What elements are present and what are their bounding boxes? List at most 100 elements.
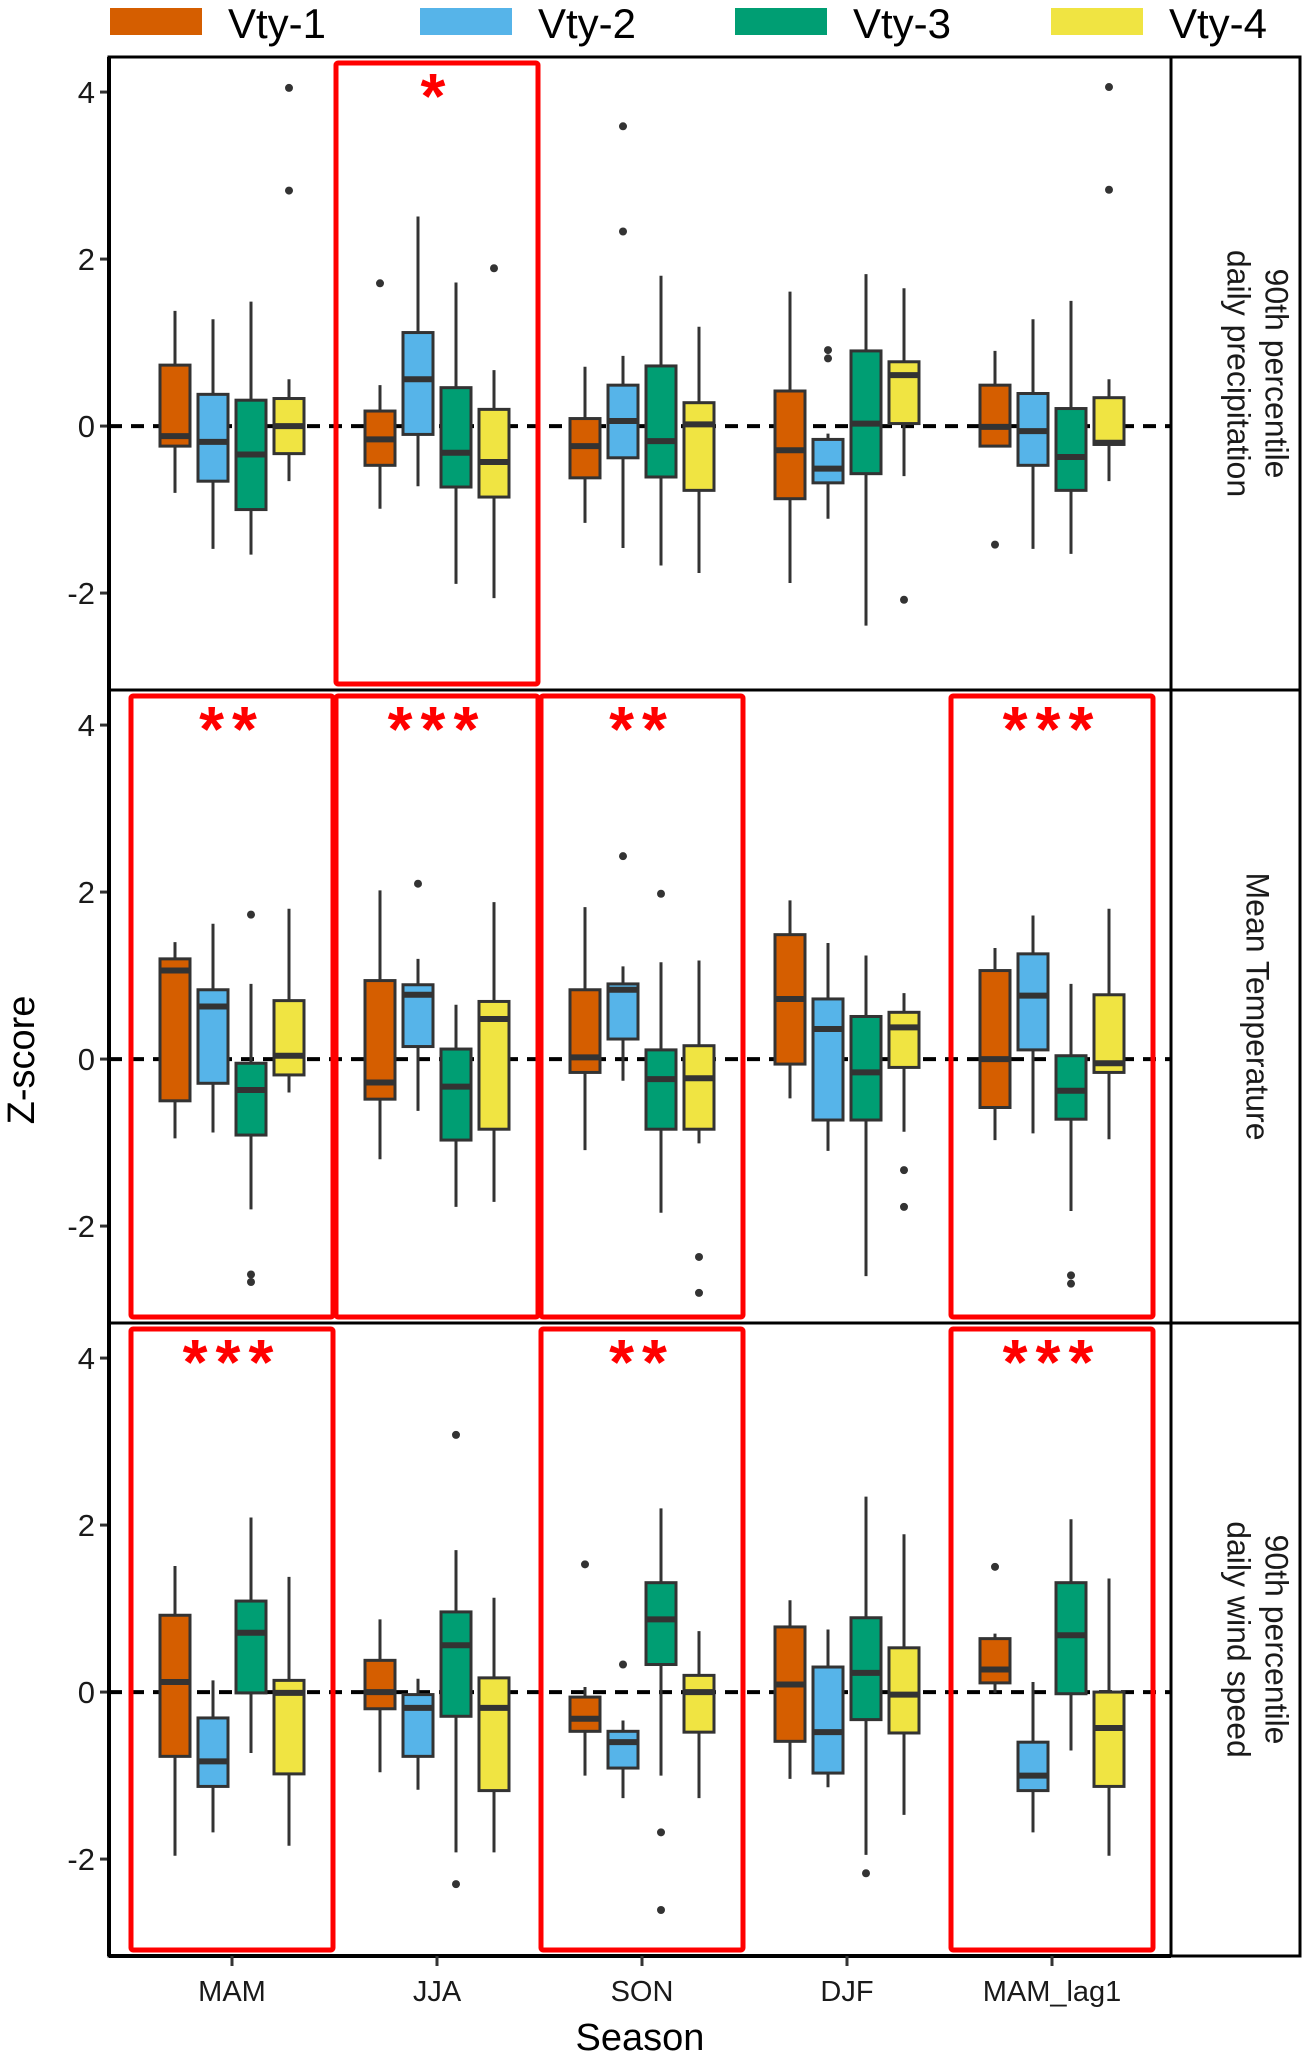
outlier-point (376, 279, 384, 288)
boxplot (158, 942, 192, 1139)
season-group (978, 83, 1126, 554)
boxplot (363, 279, 397, 509)
outlier-point (619, 1660, 627, 1669)
panel-background (109, 57, 1171, 690)
legend-label: Vty-1 (228, 0, 326, 47)
boxplot (849, 955, 883, 1277)
y-tick-label: 2 (78, 875, 95, 910)
outlier-point (490, 264, 498, 273)
box (811, 997, 845, 1122)
box (978, 383, 1012, 448)
box (272, 1678, 306, 1776)
boxplot (849, 274, 883, 626)
boxplot (234, 1517, 268, 1754)
season-group: *** (948, 1326, 1156, 1953)
box (644, 1048, 678, 1131)
legend-label: Vty-3 (853, 0, 951, 47)
boxplot (773, 900, 807, 1099)
boxplot (1092, 908, 1126, 1140)
y-tick-label: 4 (78, 708, 95, 743)
box (644, 364, 678, 479)
boxplot (1054, 983, 1088, 1288)
boxplot (401, 216, 435, 487)
y-tick-label: 2 (78, 242, 95, 277)
facet-strip (1169, 688, 1302, 1325)
season-group (158, 83, 306, 555)
box (682, 1673, 716, 1734)
season-group: ** (128, 693, 336, 1320)
box (477, 999, 511, 1131)
facet-strip-label: 90th percentile (1259, 1535, 1295, 1745)
panels: * -2 0 2 4 90th percentile daily precipitation… (67, 55, 1302, 1958)
significance-highlight-box (128, 693, 336, 1320)
outlier-point (285, 83, 293, 92)
significance-label: *** (183, 1326, 282, 1398)
box (1016, 1740, 1050, 1793)
box (606, 982, 640, 1041)
outlier-point (452, 1430, 460, 1439)
box (568, 1695, 602, 1733)
outlier-point (452, 1880, 460, 1889)
facet-strip-label: daily precipitation (1221, 250, 1257, 497)
y-tick-label: 0 (78, 1042, 95, 1077)
box (196, 392, 230, 483)
boxplot (682, 1631, 716, 1799)
boxplot (568, 907, 602, 1151)
outlier-point (619, 227, 627, 236)
outlier-point (900, 595, 908, 604)
boxplot (849, 1496, 883, 1878)
boxplot (158, 1565, 192, 1856)
outlier-point (581, 1560, 589, 1569)
box (439, 1047, 473, 1142)
box (606, 1729, 640, 1770)
outlier-point (247, 1278, 255, 1287)
boxplot (606, 1660, 640, 1799)
boxplot (196, 1680, 230, 1833)
boxplot (401, 1678, 435, 1790)
box (811, 437, 845, 485)
legend-swatch (735, 8, 827, 35)
season-group (568, 122, 716, 574)
outlier-point (991, 540, 999, 549)
outlier-point (657, 1828, 665, 1837)
boxplot (1092, 83, 1126, 482)
season-group (773, 274, 921, 626)
y-tick-label: -2 (67, 1209, 95, 1244)
box (1016, 952, 1050, 1052)
box (773, 389, 807, 501)
y-tick-label: 4 (78, 75, 95, 110)
boxplot (644, 889, 678, 1213)
panel-background (109, 690, 1171, 1323)
boxplot (477, 902, 511, 1202)
significance-label: * (421, 60, 454, 132)
box (158, 363, 192, 448)
box (196, 1716, 230, 1788)
legend-swatch (110, 8, 202, 35)
box (439, 386, 473, 489)
box (887, 360, 921, 426)
boxplot (644, 1508, 678, 1915)
boxplot (644, 275, 678, 566)
box (811, 1665, 845, 1775)
boxplot (158, 310, 192, 493)
x-tick-label: DJF (820, 1976, 873, 2008)
box (439, 1610, 473, 1718)
y-tick-label: 0 (78, 409, 95, 444)
outlier-point (824, 346, 832, 355)
legend-label: Vty-4 (1169, 0, 1267, 47)
boxplot (439, 1004, 473, 1207)
significance-highlight-box (538, 693, 746, 1320)
boxplot (811, 943, 845, 1151)
season-group (773, 1496, 921, 1878)
significance-highlight-box (333, 60, 541, 687)
significance-highlight-box (948, 1326, 1156, 1953)
box (978, 969, 1012, 1109)
boxplot (811, 1629, 845, 1788)
box (978, 1637, 1012, 1685)
box (272, 999, 306, 1077)
box (1092, 396, 1126, 446)
x-tick-label: MAM_lag1 (983, 1976, 1122, 2008)
box (234, 1599, 268, 1695)
